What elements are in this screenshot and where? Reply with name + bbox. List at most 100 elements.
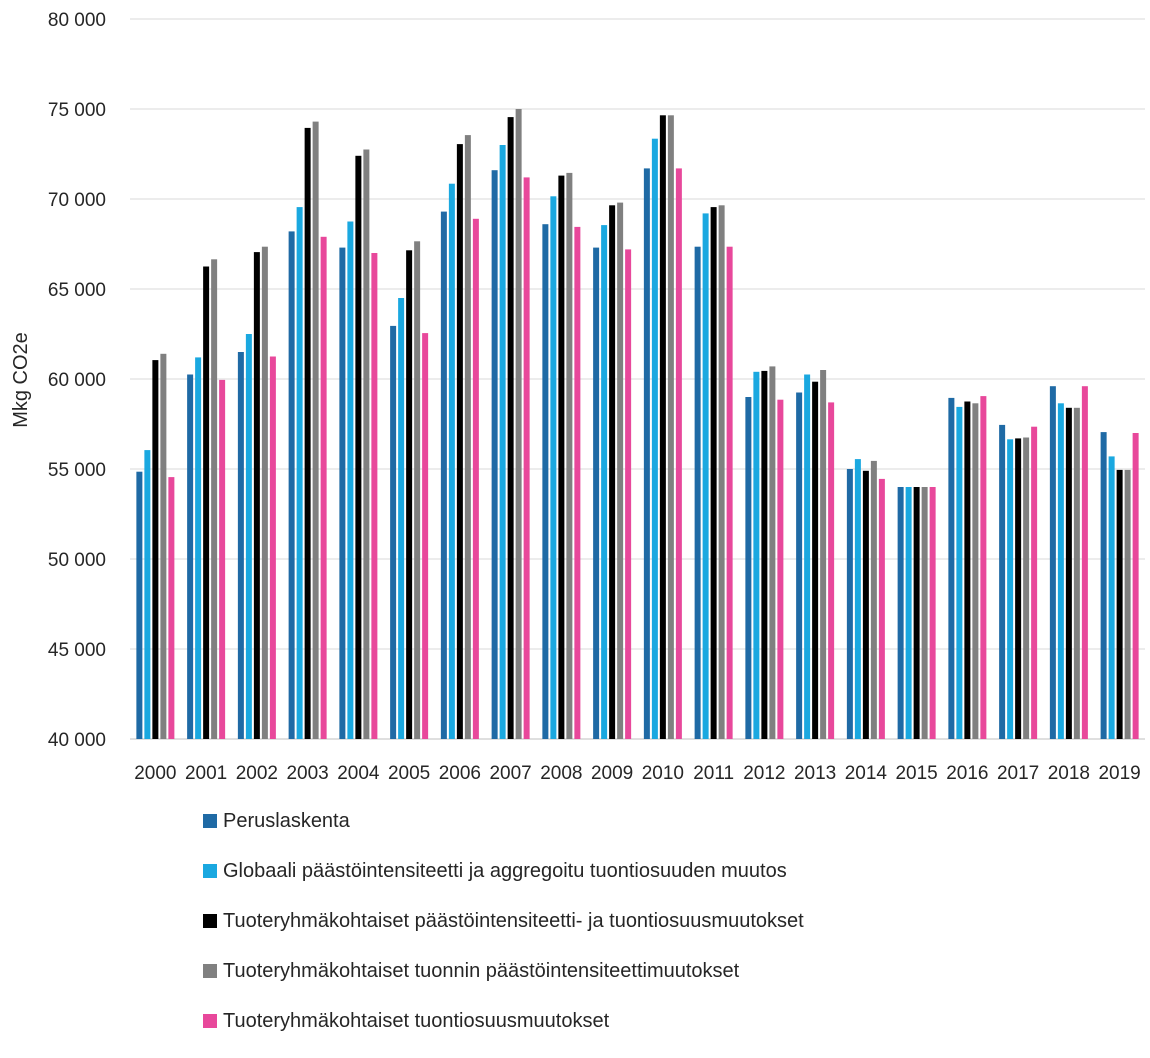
- bar-2011-series-4: [718, 205, 725, 740]
- y-axis-ticks: 40 000 45 000 50 000 55 000 60 000 65 000 70 0…: [48, 10, 106, 751]
- x-tick-label: 2011: [693, 763, 734, 784]
- x-tick-label: 2008: [540, 763, 582, 784]
- x-tick-label: 2012: [743, 763, 785, 784]
- bar-2011-series-5: [726, 246, 733, 739]
- bar-2015-series-3: [913, 487, 920, 739]
- bar-2017-series-2: [1007, 439, 1014, 739]
- x-axis-ticks: 2000 2001 2002 2003 2004 2005 2006 2007 2008 2009…: [134, 763, 1141, 784]
- bar-2019-series-1: [1100, 432, 1107, 739]
- bar-2004-series-5: [371, 253, 378, 739]
- bar-2009-series-2: [601, 225, 608, 740]
- x-tick-label: 2017: [997, 763, 1039, 784]
- bar-2017-series-5: [1031, 426, 1038, 739]
- bar-2016-series-2: [956, 406, 963, 739]
- bar-2014-series-4: [870, 460, 877, 739]
- bar-2016-series-3: [964, 401, 971, 739]
- bar-2008-series-1: [542, 224, 549, 739]
- bar-2003-series-1: [288, 231, 295, 739]
- legend-label: Tuoteryhmäkohtaiset päästöintensiteetti-…: [223, 909, 804, 932]
- legend-label: Peruslaskenta: [223, 809, 350, 832]
- bar-2016-series-1: [948, 397, 955, 739]
- bar-2006-series-2: [448, 183, 455, 739]
- x-tick-label: 2002: [236, 763, 278, 784]
- y-tick-label: 65 000: [48, 280, 106, 301]
- bar-2012-series-1: [745, 397, 752, 739]
- bar-2008-series-3: [558, 175, 565, 740]
- bar-2013-series-2: [804, 374, 811, 739]
- bar-2010-series-1: [643, 168, 650, 739]
- bar-2001-series-4: [211, 259, 218, 739]
- legend-item: Peruslaskenta: [203, 808, 804, 834]
- bar-2017-series-4: [1023, 437, 1030, 739]
- bar-2011-series-1: [694, 246, 701, 739]
- bar-2005-series-5: [422, 333, 429, 739]
- legend-item: Globaali päästöintensiteetti ja aggregoi…: [203, 858, 804, 884]
- bar-2009-series-4: [617, 202, 624, 740]
- x-tick-label: 2000: [134, 763, 176, 784]
- legend-item: Tuoteryhmäkohtaiset tuontiosuusmuutokset: [203, 1008, 804, 1034]
- bar-2006-series-3: [456, 144, 463, 740]
- legend-item: Tuoteryhmäkohtaiset päästöintensiteetti-…: [203, 908, 804, 934]
- legend-label: Tuoteryhmäkohtaiset tuontiosuusmuutokset: [223, 1009, 610, 1032]
- bar-2005-series-2: [398, 298, 405, 739]
- x-tick-label: 2004: [337, 763, 380, 784]
- legend-item: Tuoteryhmäkohtaiset tuonnin päästöintens…: [203, 958, 804, 984]
- bar-2003-series-3: [304, 127, 311, 739]
- bar-2004-series-1: [339, 247, 346, 739]
- x-tick-label: 2001: [185, 763, 227, 784]
- bar-2013-series-3: [812, 381, 819, 739]
- y-tick-label: 60 000: [48, 370, 106, 391]
- x-tick-label: 2014: [845, 763, 888, 784]
- bar-2008-series-5: [574, 226, 581, 739]
- chart: 40 000 45 000 50 000 55 000 60 000 65 000 70 0…: [10, 10, 1145, 784]
- x-tick-label: 2005: [388, 763, 430, 784]
- bar-2016-series-5: [980, 396, 987, 739]
- bar-2013-series-1: [796, 392, 803, 739]
- legend-label: Globaali päästöintensiteetti ja aggregoi…: [223, 859, 787, 882]
- y-tick-label: 45 000: [48, 640, 106, 661]
- bar-2005-series-1: [390, 325, 397, 739]
- bar-2010-series-4: [667, 115, 674, 740]
- bar-2019-series-3: [1116, 469, 1123, 739]
- bar-2003-series-2: [296, 207, 303, 740]
- bar-2018-series-2: [1057, 403, 1064, 739]
- x-tick-label: 2010: [642, 763, 684, 784]
- bar-2013-series-5: [828, 402, 835, 739]
- x-tick-label: 2015: [895, 763, 937, 784]
- bar-2015-series-4: [921, 487, 928, 739]
- bar-2005-series-3: [406, 250, 413, 740]
- bar-2008-series-4: [566, 172, 573, 739]
- bar-2012-series-4: [769, 366, 776, 739]
- y-tick-label: 75 000: [48, 100, 106, 121]
- bar-2017-series-1: [999, 424, 1006, 739]
- bar-2002-series-1: [237, 352, 244, 739]
- bar-2007-series-3: [507, 117, 514, 740]
- bar-2002-series-5: [269, 356, 276, 739]
- bar-2019-series-2: [1108, 456, 1115, 739]
- bar-2019-series-4: [1124, 469, 1131, 739]
- bar-2004-series-3: [355, 155, 362, 740]
- bar-2003-series-4: [312, 121, 319, 740]
- x-tick-label: 2019: [1098, 763, 1140, 784]
- bar-2006-series-1: [440, 211, 447, 740]
- legend-swatch: [203, 914, 217, 928]
- bar-2012-series-2: [753, 371, 760, 739]
- x-tick-label: 2003: [286, 763, 328, 784]
- bar-2010-series-5: [675, 168, 682, 739]
- bars: [136, 109, 1139, 740]
- bar-2007-series-1: [491, 170, 498, 739]
- bar-2002-series-2: [245, 334, 252, 739]
- legend-swatch: [203, 864, 217, 878]
- legend-swatch: [203, 1014, 217, 1028]
- bar-2000-series-4: [160, 353, 167, 739]
- bar-2012-series-5: [777, 399, 784, 739]
- bar-2003-series-5: [320, 236, 327, 740]
- bar-2018-series-3: [1065, 407, 1072, 739]
- x-tick-label: 2016: [946, 763, 988, 784]
- legend-swatch: [203, 814, 217, 828]
- bar-2004-series-2: [347, 221, 354, 739]
- bar-2007-series-4: [515, 109, 522, 739]
- bar-2000-series-1: [136, 471, 143, 739]
- bar-2009-series-3: [609, 205, 616, 740]
- y-tick-label: 70 000: [48, 190, 106, 211]
